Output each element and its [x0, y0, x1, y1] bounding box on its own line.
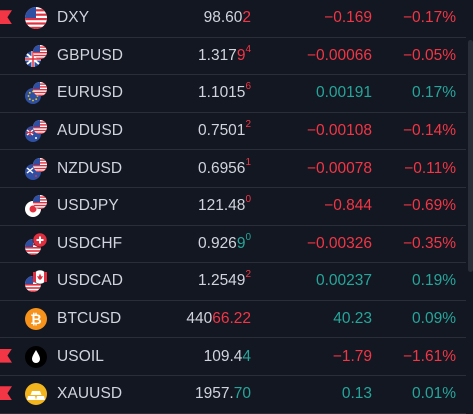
watchlist-row-xauusd[interactable]: XAUUSD 1957. 70 0.13 0.01%	[0, 376, 466, 414]
symbol-label: GBPUSD	[57, 46, 124, 64]
change-value: −0.844	[324, 197, 372, 215]
symbol-label: BTCUSD	[57, 310, 122, 328]
bitcoin-icon: ₿	[23, 306, 49, 332]
watchlist-row-gbpusd[interactable]: GBPUSD 1.317 9 4 −0.00066 −0.05%	[0, 38, 466, 76]
watchlist-row-dxy[interactable]: DXY 98.60 2 −0.169 −0.17%	[0, 0, 466, 38]
us-jp-flag-icon	[23, 193, 49, 219]
us-ch-flag-icon	[23, 231, 49, 257]
change-value: −0.00108	[306, 122, 372, 140]
change-percent: −0.05%	[402, 46, 456, 64]
symbol-label: USOIL	[57, 347, 105, 365]
oil-drop-icon	[23, 344, 49, 370]
last-price-fraction-digit: 2	[245, 269, 251, 281]
watchlist-row-usdjpy[interactable]: USDJPY 121.48 0 −0.844 −0.69%	[0, 188, 466, 226]
last-price: 98.60 2	[204, 9, 251, 27]
change-value: 40.23	[333, 310, 372, 328]
last-price: 1.1015 6	[198, 81, 251, 102]
last-price-main: 1.2549	[198, 272, 246, 290]
symbol-label: DXY	[57, 9, 90, 27]
change-percent: 0.19%	[412, 272, 456, 290]
watchlist-row-eurusd[interactable]: EURUSD 1.1015 6 0.00191 0.17%	[0, 75, 466, 113]
change-percent: −1.61%	[402, 347, 456, 365]
change-percent: 0.17%	[412, 84, 456, 102]
change-value: 0.00191	[315, 84, 372, 102]
change-value: −0.00078	[306, 159, 372, 177]
last-price: 1.2549 2	[198, 269, 251, 290]
last-price-fraction-digit: 0	[245, 194, 251, 206]
symbol-label: EURUSD	[57, 84, 124, 102]
watchlist-row-usdcad[interactable]: USDCAD 1.2549 2 0.00237 0.19%	[0, 263, 466, 301]
change-percent: −0.35%	[402, 234, 456, 252]
last-price: 109.4 4	[204, 348, 251, 366]
last-price-main: 98.60	[203, 9, 243, 27]
last-price-main: 440	[186, 310, 213, 328]
last-price-changed-digits: 2	[242, 9, 251, 27]
gold-bars-icon	[23, 381, 49, 407]
last-price-changed-digits: 9	[236, 46, 246, 64]
last-price-main: 1.1015	[198, 84, 246, 102]
change-value: 0.13	[341, 385, 372, 403]
scrollbar[interactable]	[468, 40, 473, 272]
change-percent: 0.09%	[412, 310, 456, 328]
change-value: −0.00066	[306, 46, 372, 64]
last-price-changed-digits: 9	[236, 234, 246, 252]
last-price-main: 121.48	[198, 197, 246, 215]
watchlist-row-usoil[interactable]: USOIL 109.4 4 −1.79 −1.61%	[0, 338, 466, 376]
change-value: −0.169	[324, 9, 372, 27]
change-percent: 0.01%	[412, 385, 456, 403]
change-value: 0.00237	[315, 272, 372, 290]
last-price-main: 1.317	[198, 46, 237, 64]
symbol-label: USDCAD	[57, 272, 124, 290]
change-percent: −0.14%	[402, 122, 456, 140]
red-flag-icon[interactable]	[0, 10, 12, 25]
last-price: 440 66.22	[186, 310, 251, 328]
symbol-label: USDCHF	[57, 234, 123, 252]
gb-us-flag-icon	[23, 43, 49, 69]
last-price-fraction-digit: 0	[245, 231, 251, 243]
last-price: 0.926 9 0	[198, 231, 251, 253]
change-value: −1.79	[332, 347, 372, 365]
last-price-changed-digits: 66.22	[212, 310, 251, 328]
last-price-fraction-digit: 6	[245, 81, 251, 93]
red-flag-icon[interactable]	[0, 386, 12, 401]
last-price: 121.48 0	[198, 194, 251, 215]
last-price-changed-digits: 4	[242, 347, 251, 365]
last-price-main: 0.6956	[198, 159, 246, 177]
last-price-fraction-digit: 2	[245, 119, 251, 131]
au-us-flag-icon	[23, 118, 49, 144]
last-price: 1.317 9 4	[198, 43, 251, 65]
last-price-fraction-digit: 4	[245, 43, 251, 55]
last-price-changed-digits: 70	[233, 385, 251, 403]
change-percent: −0.69%	[402, 197, 456, 215]
symbol-label: AUDUSD	[57, 122, 124, 140]
last-price-main: 0.7501	[198, 122, 246, 140]
change-value: −0.00326	[306, 234, 372, 252]
symbol-label: NZDUSD	[57, 159, 123, 177]
watchlist-row-usdchf[interactable]: USDCHF 0.926 9 0 −0.00326 −0.35%	[0, 226, 466, 264]
symbol-label: XAUUSD	[57, 385, 123, 403]
last-price-fraction-digit: 1	[245, 156, 251, 168]
last-price: 0.6956 1	[198, 156, 251, 178]
last-price-main: 0.926	[198, 234, 237, 252]
nz-us-flag-icon	[23, 156, 49, 182]
last-price: 0.7501 2	[198, 119, 251, 140]
svg-text:₿: ₿	[30, 312, 41, 328]
symbol-label: USDJPY	[57, 197, 119, 215]
eu-us-flag-icon	[23, 80, 49, 106]
us-ca-flag-icon	[23, 268, 49, 294]
last-price: 1957. 70	[195, 385, 251, 403]
watchlist-row-audusd[interactable]: AUDUSD 0.7501 2 −0.00108 −0.14%	[0, 113, 466, 151]
red-flag-icon[interactable]	[0, 348, 12, 363]
change-percent: −0.11%	[404, 159, 456, 177]
watchlist-row-nzdusd[interactable]: NZDUSD 0.6956 1 −0.00078 −0.11%	[0, 150, 466, 188]
last-price-main: 109.4	[203, 347, 243, 365]
us-flag-icon	[23, 5, 49, 31]
watchlist-row-btcusd[interactable]: ₿ BTCUSD 440 66.22 40.23 0.09%	[0, 301, 466, 339]
change-percent: −0.17%	[402, 9, 456, 27]
last-price-main: 1957.	[194, 385, 234, 403]
